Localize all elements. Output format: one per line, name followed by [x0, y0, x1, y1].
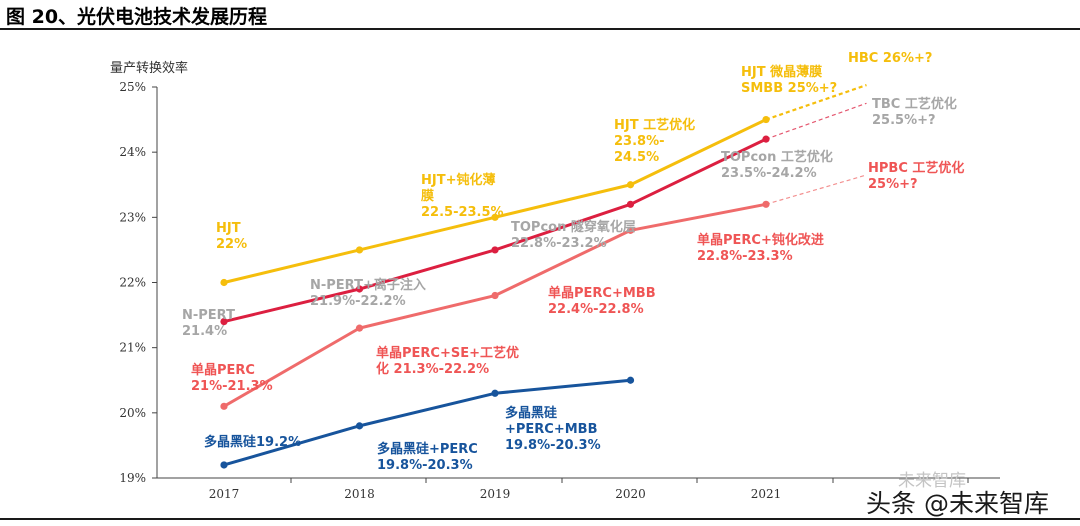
data-point-hjt — [220, 278, 228, 287]
annotation-text: HJT — [216, 221, 241, 236]
data-point-hjt — [491, 213, 499, 221]
annotation-text: +PERC+MBB — [505, 422, 598, 437]
y-tick-label: 25% — [119, 80, 146, 94]
data-point-topcon — [491, 246, 499, 254]
annotation-text: 膜 — [421, 188, 434, 204]
series-line-perc — [223, 202, 767, 408]
y-tick-label: 19% — [119, 471, 146, 485]
annotation-text: 单晶PERC+SE+工艺优 — [376, 345, 519, 361]
annotation-text: TOPcon 工艺优化 — [721, 149, 833, 165]
annotation: 多晶黑硅19.2% — [204, 434, 301, 450]
data-point-hjt — [762, 115, 770, 124]
figure-title: 图 20、光伏电池技术发展历程 — [6, 6, 268, 28]
data-point-topcon — [355, 285, 364, 293]
annotation-text: 24.5% — [614, 150, 659, 165]
projection-line-hjt — [765, 84, 867, 121]
annotation-text: HPBC 工艺优化 — [868, 160, 964, 176]
data-point-perc — [626, 226, 635, 234]
annotation-text: TBC 工艺优化 — [872, 96, 957, 112]
annotation-text: HJT 微晶薄膜 — [741, 64, 822, 80]
bottom-divider — [0, 518, 1080, 520]
x-tick-label: 2019 — [480, 487, 511, 501]
data-point-topcon — [762, 135, 770, 143]
data-point-multi — [491, 389, 499, 397]
annotation-text: 19.8%-20.3% — [505, 438, 601, 453]
annotation-text: N-PERT+离子注入 — [310, 277, 426, 293]
annotation-text: 21%-21.3% — [191, 379, 273, 394]
annotation: HBC 26%+? — [848, 51, 932, 66]
annotation-text: 21.9%-22.2% — [310, 294, 406, 309]
x-tick-label: 2018 — [344, 487, 375, 501]
annotation-text: 多晶黑硅19.2% — [204, 434, 301, 450]
annotation-text: 21.4% — [182, 324, 227, 339]
annotation-text: HJT 工艺优化 — [614, 117, 695, 133]
data-point-topcon — [220, 318, 228, 326]
annotation-text: 单晶PERC+MBB — [548, 285, 656, 301]
annotation-text: 23.8%- — [614, 134, 665, 149]
annotation-text: 22.4%-22.8% — [548, 302, 644, 317]
projection-line-topcon — [765, 102, 867, 140]
series-line-hjt — [223, 118, 767, 284]
x-tick-label: 2021 — [751, 487, 782, 501]
annotation-text: 25.5%+? — [872, 113, 936, 128]
annotation-text: HJT+钝化薄 — [421, 172, 495, 188]
series-line-multi — [223, 378, 631, 467]
annotation-text: 化 21.3%-22.2% — [376, 361, 489, 377]
data-point-perc — [762, 200, 770, 208]
data-point-multi — [626, 376, 635, 384]
annotation-text: 22% — [216, 237, 247, 252]
data-point-multi — [220, 461, 228, 469]
data-point-topcon — [626, 200, 635, 208]
annotation-text: 25%+? — [868, 177, 918, 192]
data-point-perc — [220, 402, 228, 410]
x-tick-label: 2020 — [615, 487, 646, 501]
data-point-hjt — [355, 246, 364, 254]
x-tick-label: 2017 — [209, 487, 240, 501]
y-axis-label: 量产转换效率 — [110, 60, 188, 76]
data-point-perc — [491, 291, 499, 300]
annotation-text: 22.5-23.5% — [421, 205, 504, 220]
projection-line-perc — [765, 174, 867, 205]
annotation-text: 多晶黑硅 — [505, 405, 557, 421]
annotation-text: 多晶黑硅+PERC — [377, 441, 478, 457]
y-tick-label: 24% — [119, 145, 146, 159]
annotation-text: 单晶PERC — [191, 362, 255, 378]
annotation-text: HBC 26%+? — [848, 51, 932, 66]
watermark-faint: 未来智库 — [898, 471, 966, 491]
annotation-text: N-PERT — [182, 308, 235, 323]
y-tick-label: 21% — [119, 341, 146, 355]
annotation: 单晶PERC+SE+工艺优化 21.3%-22.2% — [376, 345, 519, 377]
data-point-multi — [355, 422, 364, 430]
data-point-hjt — [626, 181, 635, 189]
y-tick-label: 20% — [119, 406, 146, 420]
annotation-text: TOPcon 隧穿氧化层 — [511, 219, 636, 235]
annotation-text: 22.8%-23.3% — [697, 249, 793, 264]
data-point-perc — [355, 324, 364, 332]
annotation-text: 23.5%-24.2% — [721, 166, 817, 181]
annotation-text: 单晶PERC+钝化改进 — [697, 232, 824, 248]
annotation-text: 22.8%-23.2% — [511, 236, 607, 251]
y-tick-label: 23% — [119, 210, 146, 224]
y-tick-label: 22% — [119, 276, 146, 290]
title-divider — [0, 28, 1080, 30]
watermark-text: 头条 @未来智库 — [866, 489, 1049, 518]
annotation-text: 19.8%-20.3% — [377, 458, 473, 473]
annotation-text: SMBB 25%+? — [741, 81, 837, 96]
